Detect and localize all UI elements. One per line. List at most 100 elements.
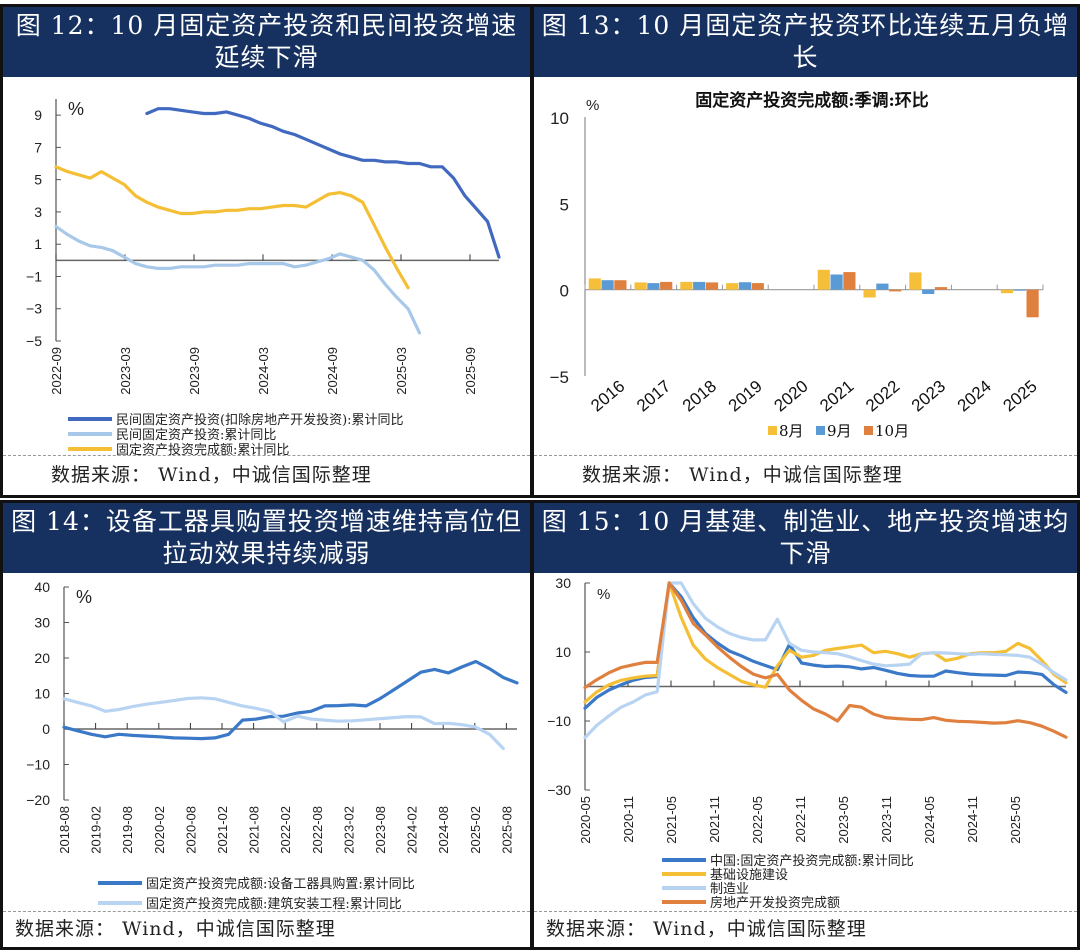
figure-14-chart: −20 −10 0 10 20 30 40 % 2018-08 2019-02 2019-08 202… [26,579,519,912]
x-tick-label: 2023-08 [373,806,388,854]
unit-label: % [597,586,610,603]
x-tick-label: 2024 [954,377,995,416]
x-tick-label: 2025-09 [463,347,478,395]
bar-2025-2 [1013,289,1026,291]
legend-label-3: 固定资产投资完成额:累计同比 [116,442,289,457]
x-tick-label: 2020-11 [621,796,636,843]
bar-2018-3 [705,282,719,290]
series-line-2 [62,696,505,751]
y-tick-label: −5 [26,333,42,349]
bar-2022-2 [876,283,889,290]
x-tick-label: 2018-08 [57,806,72,854]
series-line-4 [583,581,1068,739]
y-tick-label: 20 [34,650,50,666]
bar-2023-2 [922,289,935,294]
x-tick-label: 2022-02 [278,806,293,854]
y-tick-label: 40 [34,579,50,595]
x-tick-label: 2022-09 [49,347,64,395]
x-tick-label: 2025-03 [394,347,409,395]
y-tick-label: 9 [34,107,42,123]
y-tick-label: 5 [560,195,569,214]
x-tick-label: 2017 [633,377,674,416]
x-tick-label: 2021-11 [707,796,722,843]
x-tick-label: 2020-05 [578,796,593,844]
legend-swatch-3 [864,426,873,435]
y-tick-label: 10 [555,644,571,660]
y-tick-label: 0 [560,282,569,301]
y-tick-label: 7 [34,139,42,155]
bar-2016-1 [588,278,601,290]
y-tick-label: 10 [550,109,569,128]
y-tick-label: 1 [34,236,42,252]
legend-label-2: 基础设施建设 [710,868,788,883]
x-tick-label: 2022-08 [310,806,325,854]
legend-label-4: 房地产开发投资完成额 [710,895,840,911]
x-tick-label: 2022-11 [793,796,808,843]
x-tick-label: 2023-03 [118,347,133,395]
bar-2022-3 [889,289,902,292]
legend-label-3: 制造业 [710,882,749,897]
x-tick-label: 2020-08 [183,806,198,854]
bar-2019-1 [726,283,739,290]
figure-15-panel: 图 15：10 月基建、制造业、地产投资增速均下滑 −30 −10 10 30% 202… [531,500,1080,950]
figure-12-title: 图 12：10 月固定资产投资和民间投资增速延续下滑 [3,7,530,77]
bar-2021-3 [843,272,856,290]
x-tick-label: 2024-03 [256,347,271,395]
series-line-1 [62,659,519,741]
y-tick-label: 30 [34,615,50,631]
figure-12-chart: −5 −3 −1 1 3 5 7 9 % 2022-09 2023-03 2023-09 2024-03… [26,99,501,458]
x-tick-label: 2023-11 [879,796,894,843]
bar-2022-1 [863,289,876,298]
x-tick-label: 2023-09 [187,347,202,395]
x-tick-label: 2024-02 [405,806,420,854]
figure-13-title: 图 13：10 月固定资产投资环比连续五月负增长 [534,7,1077,77]
figure-15-title: 图 15：10 月基建、制造业、地产投资增速均下滑 [534,503,1077,573]
bar-2018-1 [680,281,693,290]
x-tick-label: 2019 [725,377,766,416]
x-tick-label: 2021 [816,377,857,416]
y-tick-label: 10 [34,686,50,702]
figure-15-chart: −30 −10 10 30% 2020-05 2020-11 2021-05 2021-11 2… [547,575,1068,911]
bar-2023-3 [934,287,948,290]
figure-15-source: 数据来源： Wind，中诚信国际整理 [534,911,1077,947]
legend-label-3: 10月 [875,422,909,440]
bar-2016-3 [614,280,627,290]
bar-2019-2 [738,282,752,290]
figure-14-source: 数据来源： Wind，中诚信国际整理 [3,911,530,947]
unit-label: % [76,587,92,607]
figure-13-source: 数据来源： Wind，中诚信国际整理 [534,455,1077,495]
bar-2025-3 [1026,289,1039,318]
x-tick-label: 2019-08 [120,806,135,854]
x-tick-label: 2023-05 [836,796,851,844]
bar-2016-2 [601,280,614,290]
y-tick-label: 5 [34,172,42,188]
legend-label-1: 固定资产投资完成额:设备工器具购置:累计同比 [146,876,415,892]
chart-title: 固定资产投资完成额:季调:环比 [695,90,929,111]
x-tick-label: 2020-02 [152,806,167,854]
y-tick-label: −1 [26,268,42,284]
legend-label-1: 中国:固定资产投资完成额:累计同比 [710,853,914,869]
figure-14-title: 图 14：设备工器具购置投资增速维持高位但拉动效果持续减弱 [3,503,530,573]
x-tick-label: 2025 [999,377,1040,416]
y-tick-label: −10 [26,757,50,773]
y-tick-label: −3 [26,301,42,317]
x-tick-label: 2022-05 [750,796,765,844]
bar-2017-1 [634,282,647,290]
y-tick-label: 0 [42,721,50,737]
x-tick-label: 2022 [862,377,903,416]
legend-label-2: 9月 [827,422,852,440]
bar-2021-1 [817,269,830,290]
series-line-2 [54,224,422,335]
x-tick-label: 2021-02 [215,806,230,854]
x-tick-label: 2019-02 [89,806,104,854]
x-tick-label: 2024-05 [922,796,937,844]
x-tick-label: 2021-05 [664,796,679,844]
legend-swatch-1 [768,426,777,435]
legend-label-2: 固定资产投资完成额:建筑安装工程:累计同比 [146,896,402,912]
bar-2021-2 [830,274,843,290]
x-tick-label: 2023-02 [341,806,356,854]
x-tick-label: 2025-02 [468,806,483,854]
x-tick-label: 2024-09 [325,347,340,395]
unit-label: % [586,97,599,114]
